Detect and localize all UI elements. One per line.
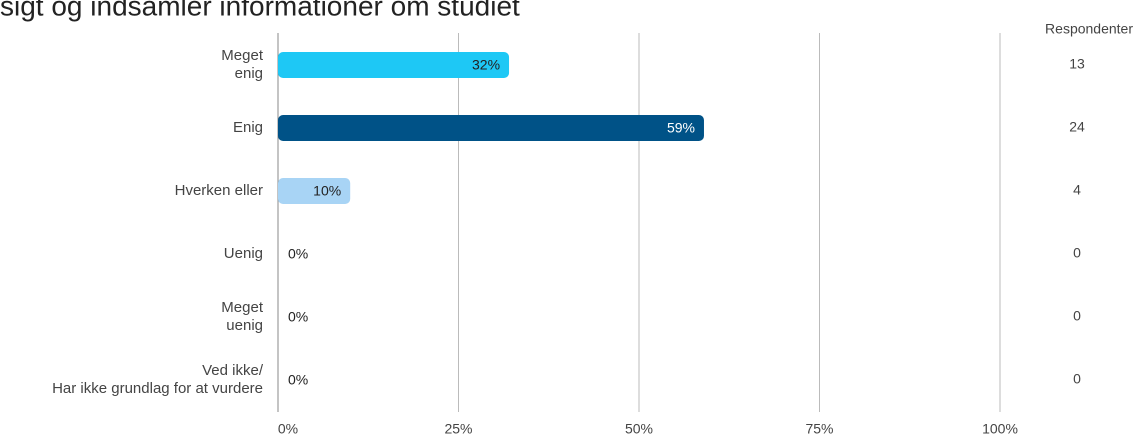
value-label: 0% (288, 309, 308, 325)
respondents-value: 4 (1073, 182, 1081, 198)
value-label: 0% (288, 246, 308, 262)
category-label: Uenig (224, 245, 263, 262)
respondents-value: 0 (1073, 371, 1081, 387)
category-label: Enig (233, 119, 263, 136)
respondents-value: 0 (1073, 308, 1081, 324)
respondents-value: 13 (1069, 56, 1085, 72)
bar (278, 178, 351, 204)
x-tick-label: 50% (625, 421, 653, 437)
value-label: 32% (472, 57, 500, 73)
bar (278, 52, 510, 78)
chart-title: sigt og indsamler informationer om studi… (0, 0, 520, 21)
category-label: Meget uenig (221, 299, 264, 334)
category-label: Hverken eller (175, 182, 263, 199)
category-label: Ved ikke/Har ikke grundlag for at vurder… (52, 362, 264, 397)
x-tick-label: 75% (805, 421, 833, 437)
value-label: 0% (288, 372, 308, 388)
respondents-value: 24 (1069, 119, 1085, 135)
bar (278, 115, 704, 141)
category-label: Meget enig (221, 47, 264, 82)
value-label: 59% (667, 120, 695, 136)
value-label: 10% (313, 183, 341, 199)
respondents-header: Respondenter (1045, 21, 1133, 37)
x-tick-label: 0% (278, 421, 298, 437)
respondents-value: 0 (1073, 245, 1081, 261)
x-tick-label: 100% (982, 421, 1018, 437)
x-tick-label: 25% (444, 421, 472, 437)
